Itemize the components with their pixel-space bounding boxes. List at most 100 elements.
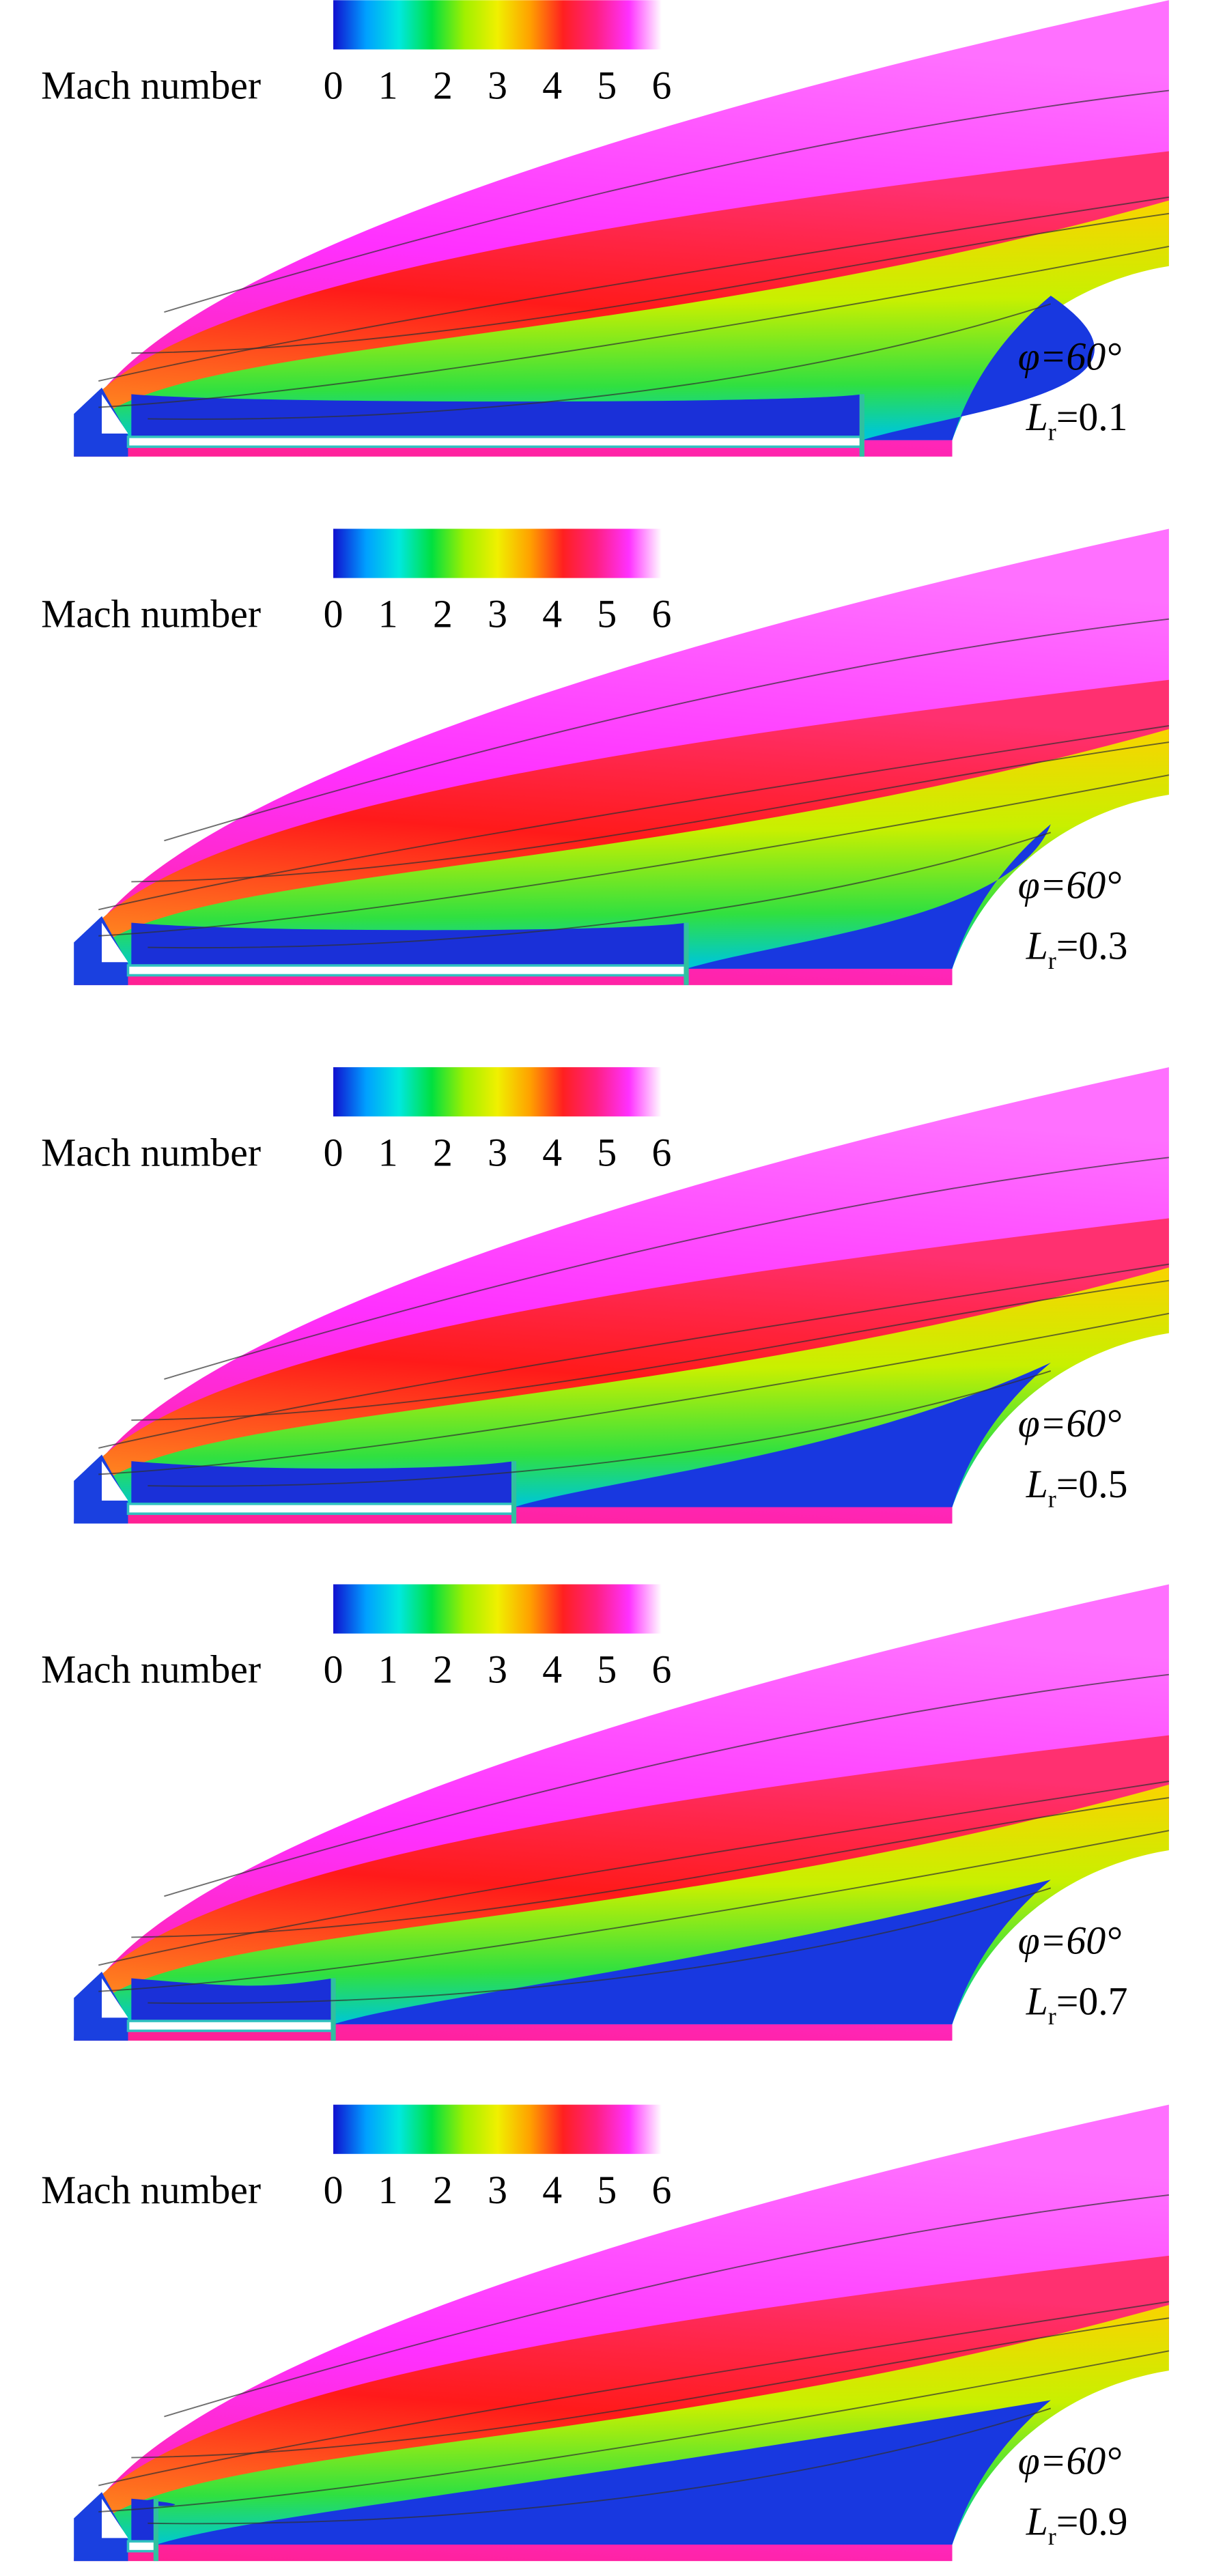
cavity <box>131 922 687 969</box>
colorbar-label: Mach number <box>41 2169 261 2212</box>
nose <box>74 1971 128 2041</box>
streamline <box>164 618 1170 842</box>
streamline <box>164 1157 1170 1380</box>
nose-cut <box>102 1978 128 2018</box>
streamline <box>164 2194 1170 2418</box>
colorbar-tick-label: 0 <box>324 1131 343 1174</box>
expansion-layer <box>85 200 1169 440</box>
streamline <box>98 2301 1170 2487</box>
colorbar-tick-label: 1 <box>378 593 398 636</box>
lr-subscript: r <box>1048 2002 1056 2030</box>
lr-value: =0.7 <box>1056 1980 1128 2023</box>
streamline <box>131 1797 1170 1938</box>
angle-label: φ=60° <box>1018 864 1122 907</box>
lr-value: =0.5 <box>1056 1463 1128 1506</box>
lr-value: =0.9 <box>1056 2501 1128 2544</box>
colorbar-label: Mach number <box>41 1131 261 1174</box>
streamline <box>98 1830 1170 1992</box>
angle-label: φ=60° <box>1018 1919 1122 1962</box>
colorbar-tick-label: 4 <box>542 2169 562 2212</box>
colorbar-tick-label: 4 <box>542 593 562 636</box>
colorbar-tick-label: 4 <box>542 65 562 108</box>
streamline <box>98 725 1170 911</box>
lr-label: Lr=0.5 <box>1026 1463 1128 1512</box>
colorbar-tick-label: 5 <box>597 1649 617 1692</box>
colorbar-tick-label: 4 <box>542 1131 562 1174</box>
colorbar-tick-label: 2 <box>433 593 453 636</box>
colorbar-tick-label: 1 <box>378 65 398 108</box>
panel: Mach number 0 1 2 3 4 5 6 φ=60° Lr=0.1 <box>41 0 1170 457</box>
cavity <box>131 394 862 440</box>
colorbar-tick-label: 3 <box>488 593 507 636</box>
nose-cut <box>102 922 128 963</box>
colorbar-tick-label: 1 <box>378 2169 398 2212</box>
streamline <box>147 1370 1052 1487</box>
colorbar-tick-label: 2 <box>433 2169 453 2212</box>
streamline <box>164 89 1170 313</box>
streamline <box>98 1312 1170 1475</box>
streamline <box>98 1263 1170 1449</box>
lr-label: Lr=0.3 <box>1026 924 1128 974</box>
separation-region <box>686 824 1051 969</box>
wall <box>126 2540 158 2553</box>
streamline <box>131 2317 1170 2459</box>
colorbar-tick-label: 0 <box>324 1649 343 1692</box>
cavity <box>131 1978 334 2024</box>
nose <box>74 387 128 457</box>
colorbar-tick-label: 2 <box>433 1131 453 1174</box>
colorbar-tick-label: 5 <box>597 65 617 108</box>
colorbar-label: Mach number <box>41 65 261 108</box>
colorbar-tick-label: 5 <box>597 1131 617 1174</box>
colorbar <box>333 528 662 578</box>
colorbar-tick-label: 6 <box>652 2169 672 2212</box>
streamline <box>131 741 1170 883</box>
streamline <box>131 212 1170 354</box>
streamline <box>98 1781 1170 1966</box>
colorbar-tick-label: 6 <box>652 593 672 636</box>
colorbar-tick-label: 3 <box>488 1131 507 1174</box>
separation-region <box>156 2400 1051 2545</box>
streamline <box>98 2350 1170 2513</box>
colorbar-tick-label: 0 <box>324 593 343 636</box>
wall <box>126 964 688 977</box>
streamline <box>131 1279 1170 1421</box>
streamline <box>98 246 1170 408</box>
lr-label: Lr=0.7 <box>1026 1980 1128 2029</box>
separation-region <box>333 1880 1051 2024</box>
lr-subscript: r <box>1048 2523 1056 2550</box>
lr-subscript: r <box>1048 1485 1056 1512</box>
colorbar <box>333 0 662 50</box>
colorbar <box>333 1067 662 1117</box>
colorbar <box>333 1584 662 1634</box>
colorbar-tick-label: 1 <box>378 1131 398 1174</box>
nose <box>74 1454 128 1524</box>
colorbar-tick-label: 6 <box>652 1131 672 1174</box>
colorbar-tick-label: 1 <box>378 1649 398 1692</box>
streamline <box>147 303 1052 420</box>
panel: Mach number 0 1 2 3 4 5 6 φ=60° Lr=0.3 <box>41 528 1170 985</box>
panel: Mach number 0 1 2 3 4 5 6 φ=60° Lr=0.9 <box>41 2104 1170 2562</box>
colorbar-tick-label: 5 <box>597 2169 617 2212</box>
lr-label: Lr=0.1 <box>1026 396 1128 445</box>
colorbar-tick-label: 6 <box>652 1649 672 1692</box>
lr-symbol: L <box>1026 1980 1048 2023</box>
colorbar-tick-label: 2 <box>433 1649 453 1692</box>
nose <box>74 916 128 985</box>
separation-region <box>862 296 1095 440</box>
streamline <box>98 196 1170 382</box>
nose <box>74 2492 128 2562</box>
panel: Mach number 0 1 2 3 4 5 6 φ=60° Lr=0.7 <box>41 1584 1170 2041</box>
colorbar-tick-label: 3 <box>488 65 507 108</box>
lr-symbol: L <box>1026 1463 1048 1506</box>
lr-subscript: r <box>1048 419 1056 446</box>
panel: Mach number 0 1 2 3 4 5 6 φ=60° Lr=0.5 <box>41 1067 1170 1524</box>
lr-value: =0.1 <box>1056 396 1128 439</box>
colorbar-tick-label: 4 <box>542 1649 562 1692</box>
wall <box>126 436 864 449</box>
wall <box>126 1502 516 1515</box>
colorbar-tick-label: 3 <box>488 1649 507 1692</box>
angle-label: φ=60° <box>1018 1402 1122 1445</box>
streamline <box>98 774 1170 937</box>
colorbar-tick-label: 2 <box>433 65 453 108</box>
